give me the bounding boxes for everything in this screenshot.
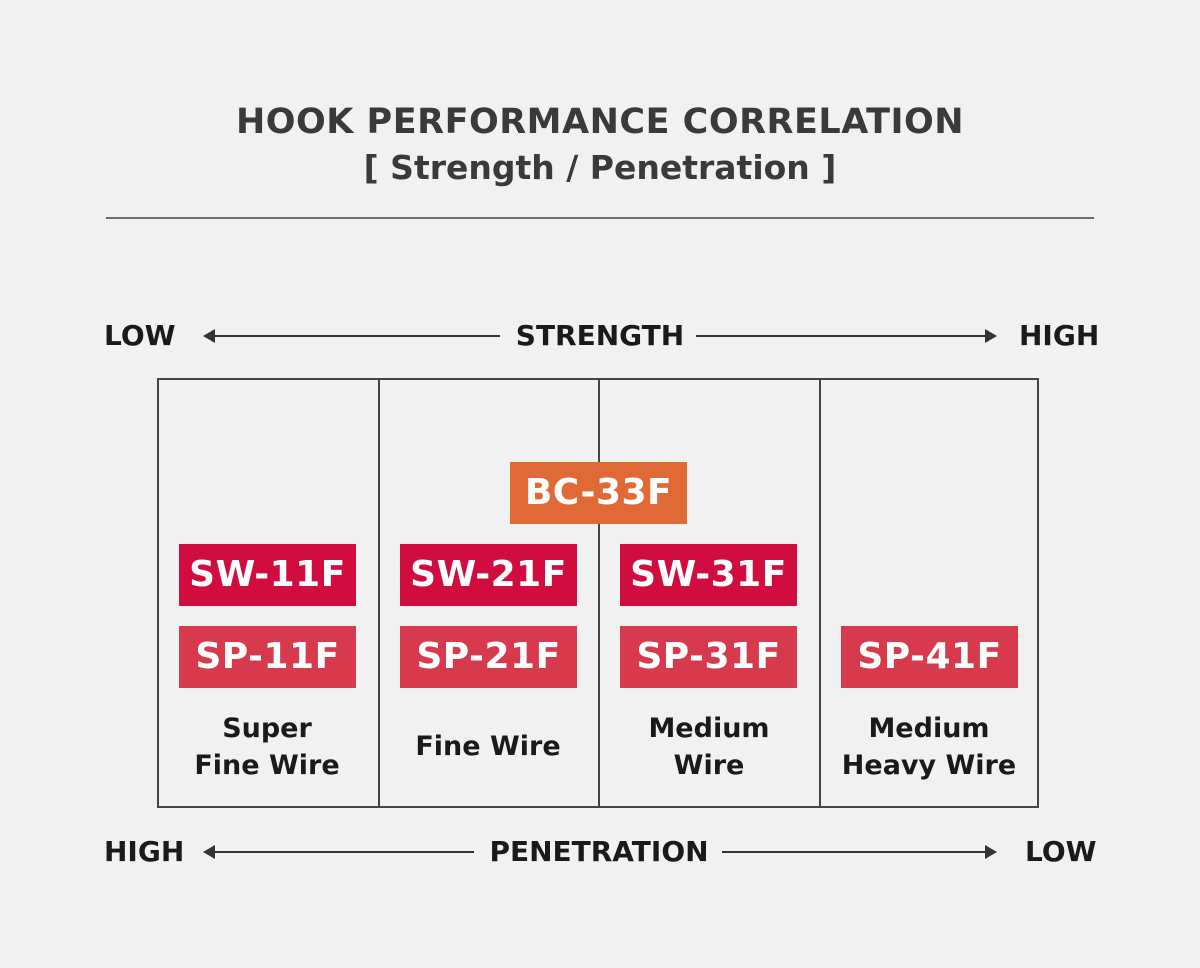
- column-caption-fine-wire: Fine Wire: [378, 728, 598, 765]
- penetration-axis-low-label: LOW: [1025, 835, 1097, 868]
- tag-sp-11f: SP-11F: [179, 626, 356, 688]
- caption-line: Medium: [868, 713, 990, 744]
- tag-sw-21f: SW-21F: [400, 544, 577, 606]
- caption-line: Super: [222, 713, 312, 744]
- column-divider: [598, 380, 600, 806]
- column-caption-super-fine-wire: Super Fine Wire: [157, 710, 377, 784]
- strength-axis: LOW STRENGTH HIGH: [0, 316, 1200, 356]
- caption-line: Fine Wire: [415, 731, 561, 762]
- column-divider: [819, 380, 821, 806]
- column-caption-medium-wire: Medium Wire: [599, 710, 819, 784]
- arrow-left-icon: [203, 845, 215, 859]
- wire-grid: [157, 378, 1039, 808]
- penetration-arrow-right-line: [722, 851, 986, 853]
- caption-line: Medium: [648, 713, 770, 744]
- arrow-right-icon: [985, 329, 997, 343]
- strength-axis-title: STRENGTH: [515, 319, 685, 352]
- penetration-axis: HIGH PENETRATION LOW: [0, 832, 1200, 872]
- arrow-left-icon: [203, 329, 215, 343]
- caption-line: Heavy Wire: [841, 750, 1017, 781]
- tag-sp-31f: SP-31F: [620, 626, 797, 688]
- caption-line: Fine Wire: [194, 750, 340, 781]
- penetration-arrow-left-line: [212, 851, 474, 853]
- caption-line: Wire: [673, 750, 745, 781]
- strength-axis-low-label: LOW: [104, 319, 176, 352]
- page-subtitle: [ Strength / Penetration ]: [363, 148, 837, 187]
- penetration-axis-high-label: HIGH: [104, 835, 185, 868]
- strength-arrow-right-line: [696, 335, 986, 337]
- strength-axis-high-label: HIGH: [1019, 319, 1100, 352]
- tag-sp-21f: SP-21F: [400, 626, 577, 688]
- column-divider: [378, 380, 380, 806]
- arrow-right-icon: [985, 845, 997, 859]
- column-caption-medium-heavy-wire: Medium Heavy Wire: [819, 710, 1039, 784]
- tag-sp-41f: SP-41F: [841, 626, 1018, 688]
- strength-arrow-left-line: [212, 335, 500, 337]
- penetration-axis-title: PENETRATION: [489, 835, 709, 868]
- tag-sw-11f: SW-11F: [179, 544, 356, 606]
- tag-bc-33f: BC-33F: [510, 462, 687, 524]
- tag-sw-31f: SW-31F: [620, 544, 797, 606]
- title-divider: [106, 217, 1094, 219]
- page-title: HOOK PERFORMANCE CORRELATION: [235, 102, 965, 142]
